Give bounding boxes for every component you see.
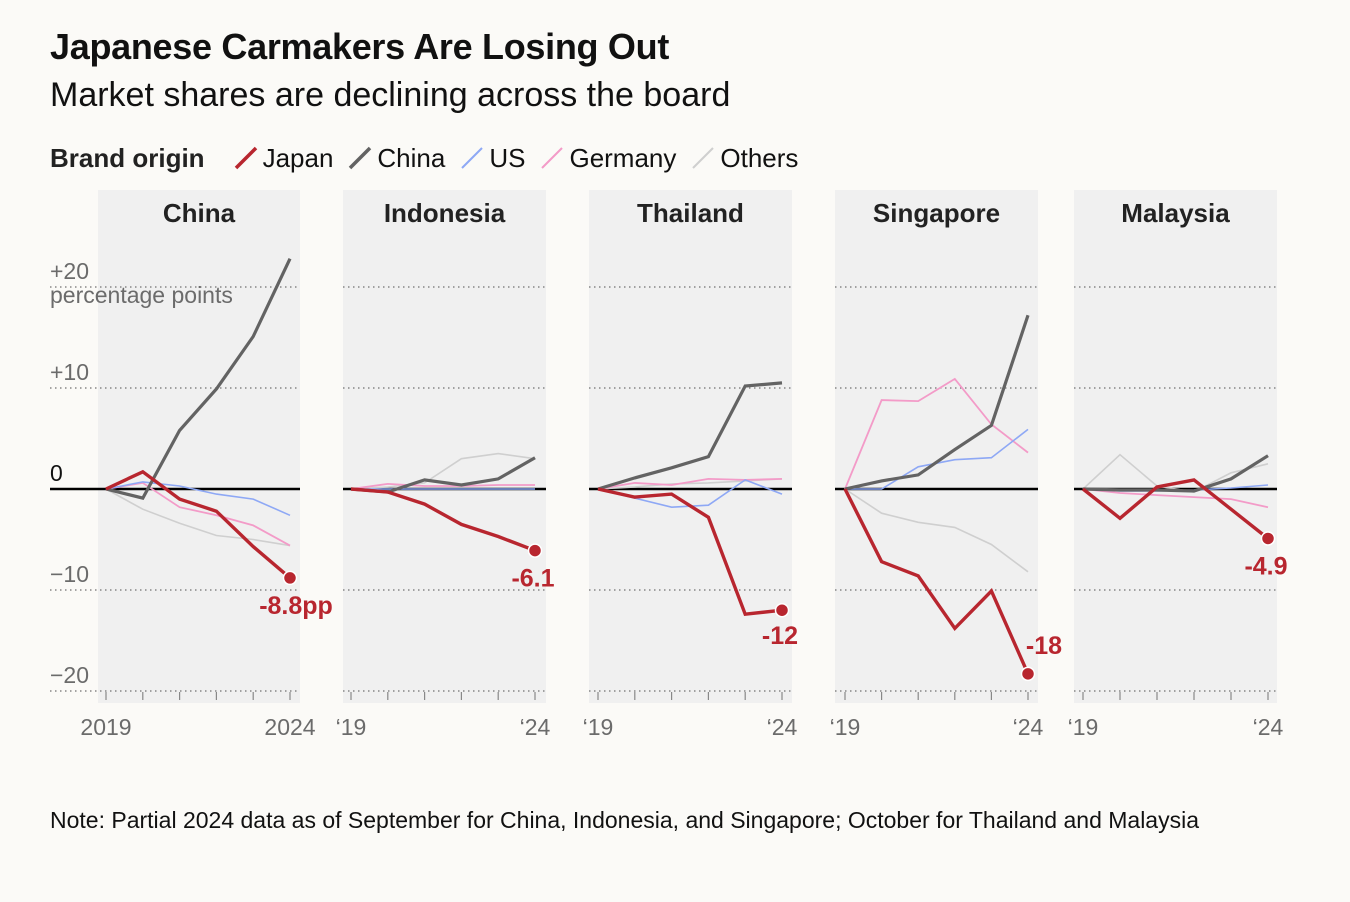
series-line-malaysia-china bbox=[1082, 454, 1269, 493]
legend-label-us: US bbox=[489, 142, 526, 173]
series-line-malaysia-japan bbox=[1081, 478, 1270, 540]
y-tick-label: +20 bbox=[50, 258, 89, 284]
end-point-singapore-japan bbox=[1020, 666, 1036, 682]
series-line-china-japan bbox=[105, 469, 292, 580]
series-line-indonesia-others bbox=[350, 452, 536, 490]
series-line-singapore-others bbox=[844, 488, 1029, 573]
legend-title: Brand origin bbox=[50, 142, 205, 173]
legend-label-japan: Japan bbox=[262, 142, 334, 173]
series-line-china-china bbox=[105, 258, 292, 500]
end-point-thailand-japan bbox=[774, 602, 790, 618]
series-line-thailand-germany bbox=[597, 477, 783, 490]
series-line-thailand-japan bbox=[597, 487, 783, 617]
series-line-indonesia-germany bbox=[350, 482, 535, 490]
chart-title: Japanese Carmakers Are Losing Out bbox=[50, 26, 670, 67]
legend-item-japan: Japan bbox=[233, 142, 334, 174]
series-line-singapore-japan bbox=[843, 488, 1030, 675]
end-label-china-japan: -8.8pp bbox=[259, 592, 333, 620]
series-line-china-germany bbox=[105, 481, 291, 547]
end-label-malaysia-japan: -4.9 bbox=[1244, 552, 1287, 580]
panel-background-malaysia bbox=[1074, 190, 1277, 703]
legend-swatch-china bbox=[349, 146, 372, 170]
x-tick-label-singapore-start: ‘19 bbox=[830, 714, 861, 740]
legend-swatch-others bbox=[692, 147, 715, 169]
series-line-singapore-germany bbox=[844, 377, 1029, 490]
panel-title-singapore: Singapore bbox=[873, 198, 1000, 228]
legend: Brand origin Japan China US Germany Others bbox=[50, 140, 812, 176]
end-label-indonesia-japan: -6.1 bbox=[511, 565, 554, 593]
legend-label-others: Others bbox=[720, 142, 799, 173]
y-tick-label: −20 bbox=[50, 662, 89, 688]
panel-background-china bbox=[98, 190, 300, 703]
panel-background-thailand bbox=[589, 190, 792, 703]
x-tick-label-indonesia-end: ‘24 bbox=[520, 714, 551, 740]
series-line-indonesia-japan bbox=[350, 487, 536, 553]
panel-title-indonesia: Indonesia bbox=[384, 198, 506, 228]
panel-background-indonesia bbox=[343, 190, 546, 703]
panel-title-malaysia: Malaysia bbox=[1121, 198, 1230, 228]
end-point-indonesia-japan bbox=[527, 543, 543, 558]
y-tick-label: 0 bbox=[50, 460, 63, 486]
end-point-china-japan bbox=[282, 570, 298, 586]
panel-title-thailand: Thailand bbox=[637, 198, 744, 228]
panel-title-china: China bbox=[163, 198, 236, 228]
chart-subtitle: Market shares are declining across the b… bbox=[50, 76, 731, 114]
y-tick-label: +10 bbox=[50, 359, 89, 385]
chart-note: Note: Partial 2024 data as of September … bbox=[50, 807, 1200, 833]
series-line-china-others bbox=[105, 488, 291, 547]
series-line-malaysia-germany bbox=[1082, 488, 1269, 509]
end-label-singapore-japan: -18 bbox=[1026, 632, 1062, 660]
y-tick-label: −10 bbox=[50, 561, 89, 587]
x-tick-label-malaysia-start: ‘19 bbox=[1068, 714, 1099, 740]
x-tick-label-thailand-end: ‘24 bbox=[767, 714, 798, 740]
legend-item-germany: Germany bbox=[539, 143, 676, 174]
legend-item-others: Others bbox=[690, 143, 798, 174]
series-line-singapore-china bbox=[844, 314, 1030, 491]
end-label-thailand-japan: -12 bbox=[762, 622, 798, 650]
legend-label-china: China bbox=[377, 142, 446, 173]
y-axis-unit-label: percentage points bbox=[50, 282, 233, 308]
legend-item-china: China bbox=[347, 143, 445, 174]
legend-item-us: US bbox=[459, 143, 525, 174]
x-tick-label-malaysia-end: ‘24 bbox=[1253, 714, 1284, 740]
legend-swatch-us bbox=[461, 147, 484, 169]
legend-swatch-germany bbox=[541, 147, 564, 169]
end-point-malaysia-japan bbox=[1260, 531, 1276, 546]
x-tick-label-china-start: 2019 bbox=[80, 714, 131, 740]
series-line-thailand-china bbox=[597, 381, 783, 491]
x-tick-label-china-end: 2024 bbox=[264, 714, 315, 740]
x-tick-label-indonesia-start: ‘19 bbox=[336, 714, 367, 740]
x-tick-label-thailand-start: ‘19 bbox=[583, 714, 614, 740]
x-tick-label-singapore-end: ‘24 bbox=[1013, 714, 1044, 740]
legend-swatch-japan bbox=[234, 146, 257, 170]
small-multiples-chart: +20 +10 0 −10 −20 percentage points China 2019 2… bbox=[50, 190, 1288, 740]
legend-label-germany: Germany bbox=[569, 142, 677, 173]
series-line-china-us bbox=[105, 481, 291, 517]
